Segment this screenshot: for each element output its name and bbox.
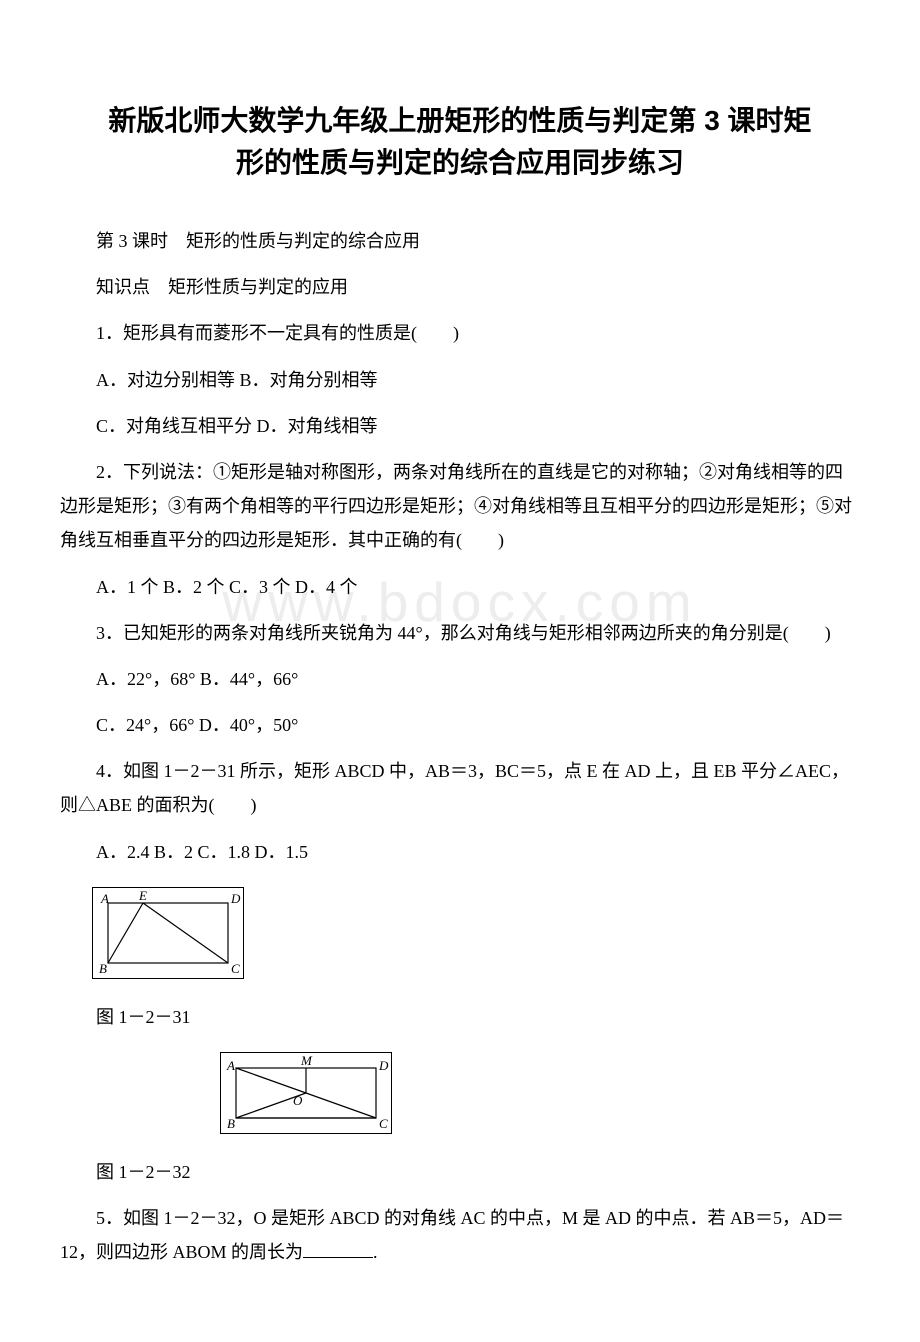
- lesson-heading: 第 3 课时 矩形的性质与判定的综合应用: [60, 224, 860, 258]
- question-5-period: .: [373, 1242, 378, 1262]
- fig31-label-C: C: [231, 961, 240, 976]
- question-2-text: 2．下列说法：①矩形是轴对称图形，两条对角线所在的直线是它的对称轴；②对角线相等…: [60, 462, 852, 550]
- fig31-label-D: D: [230, 891, 241, 906]
- figure-1-2-31: A E D B C: [92, 887, 244, 979]
- fig31-label-E: E: [138, 888, 147, 903]
- document-title: 新版北师大数学九年级上册矩形的性质与判定第 3 课时矩 形的性质与判定的综合应用…: [60, 100, 860, 184]
- question-2-options: A．1 个 B．2 个 C．3 个 D．4 个: [60, 570, 860, 604]
- fig31-label-A: A: [100, 891, 109, 906]
- figure-1-2-32-caption: 图 1－2－32: [60, 1155, 860, 1189]
- question-1-options-cd: C．对角线互相平分 D．对角线相等: [60, 409, 860, 443]
- fig32-label-D: D: [378, 1058, 389, 1073]
- title-line-1: 新版北师大数学九年级上册矩形的性质与判定第 3 课时矩: [60, 100, 860, 142]
- question-1: 1．矩形具有而菱形不一定具有的性质是( ): [60, 316, 860, 350]
- fig31-label-B: B: [99, 961, 107, 976]
- question-4-options: A．2.4 B．2 C．1.8 D．1.5: [60, 835, 860, 869]
- title-line-2: 形的性质与判定的综合应用同步练习: [60, 142, 860, 184]
- question-3: 3．已知矩形的两条对角线所夹锐角为 44°，那么对角线与矩形相邻两边所夹的角分别…: [60, 616, 860, 650]
- question-5: 5．如图 1－2－32，O 是矩形 ABCD 的对角线 AC 的中点，M 是 A…: [60, 1201, 860, 1269]
- figure-1-2-32: A M D O B C: [220, 1052, 392, 1134]
- question-4: 4．如图 1－2－31 所示，矩形 ABCD 中，AB＝3，BC＝5，点 E 在…: [60, 754, 860, 822]
- question-1-options-ab: A．对边分别相等 B．对角分别相等: [60, 363, 860, 397]
- document-content: 新版北师大数学九年级上册矩形的性质与判定第 3 课时矩 形的性质与判定的综合应用…: [60, 100, 860, 1270]
- question-5-text: 5．如图 1－2－32，O 是矩形 ABCD 的对角线 AC 的中点，M 是 A…: [60, 1208, 844, 1262]
- fill-blank: [303, 1239, 373, 1258]
- knowledge-point: 知识点 矩形性质与判定的应用: [60, 270, 860, 304]
- fig32-label-B: B: [227, 1116, 235, 1131]
- fig32-label-A: A: [226, 1058, 235, 1073]
- question-2: 2．下列说法：①矩形是轴对称图形，两条对角线所在的直线是它的对称轴；②对角线相等…: [60, 455, 860, 558]
- fig32-label-M: M: [300, 1053, 313, 1068]
- figure-1-2-31-caption: 图 1－2－31: [60, 1000, 860, 1034]
- fig32-label-O: O: [293, 1093, 303, 1108]
- question-3-options-cd: C．24°，66° D．40°，50°: [60, 708, 860, 742]
- question-3-options-ab: A．22°，68° B．44°，66°: [60, 662, 860, 696]
- fig32-label-C: C: [379, 1116, 388, 1131]
